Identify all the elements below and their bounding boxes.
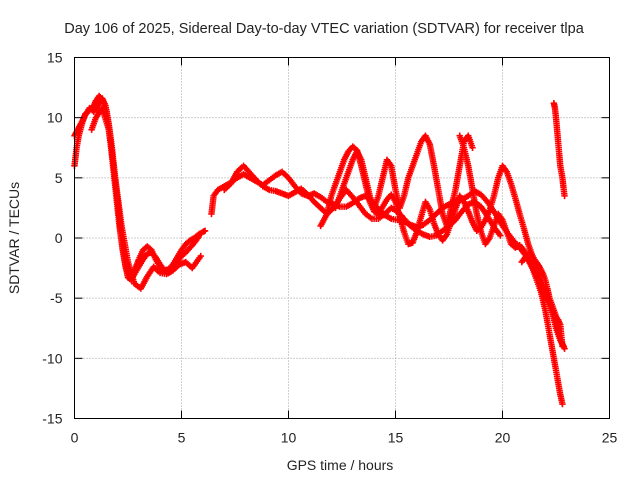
data-point [559, 343, 566, 350]
series-trace-6 [317, 143, 568, 352]
y-tick-label: 5 [55, 170, 63, 186]
x-tick-label: 25 [602, 430, 618, 446]
y-axis-label: SDTVAR / TECUs [6, 182, 22, 294]
data-point [497, 232, 504, 239]
data-point [559, 400, 566, 408]
x-tick-label: 5 [178, 430, 186, 446]
data-point [469, 144, 476, 151]
x-axis-label: GPS time / hours [287, 457, 394, 473]
x-tick-label: 10 [281, 430, 297, 446]
data-point [561, 192, 568, 200]
data-points [71, 92, 568, 408]
y-tick-label: 15 [47, 50, 63, 66]
x-tick-label: 0 [71, 430, 79, 446]
data-point [195, 233, 202, 240]
y-tick-label: 0 [55, 230, 63, 246]
x-tick-label: 20 [495, 430, 511, 446]
series-trace-9 [550, 100, 568, 200]
x-tick-label: 15 [388, 430, 404, 446]
data-point [201, 227, 209, 234]
data-point [197, 252, 204, 260]
series-trace-8 [456, 132, 566, 408]
y-tick-label: -5 [50, 290, 63, 306]
series-trace-3 [88, 104, 204, 292]
y-tick-label: 10 [47, 110, 63, 126]
y-tick-label: -10 [42, 350, 62, 366]
grid-lines [74, 57, 610, 419]
chart-title: Day 106 of 2025, Sidereal Day-to-day VTE… [64, 21, 584, 37]
y-tick-label: -15 [42, 411, 62, 427]
axis-ticks: 0 5 10 15 20 25 -15 -10 -5 0 5 10 15 [42, 50, 617, 446]
series-trace-10 [518, 249, 566, 350]
